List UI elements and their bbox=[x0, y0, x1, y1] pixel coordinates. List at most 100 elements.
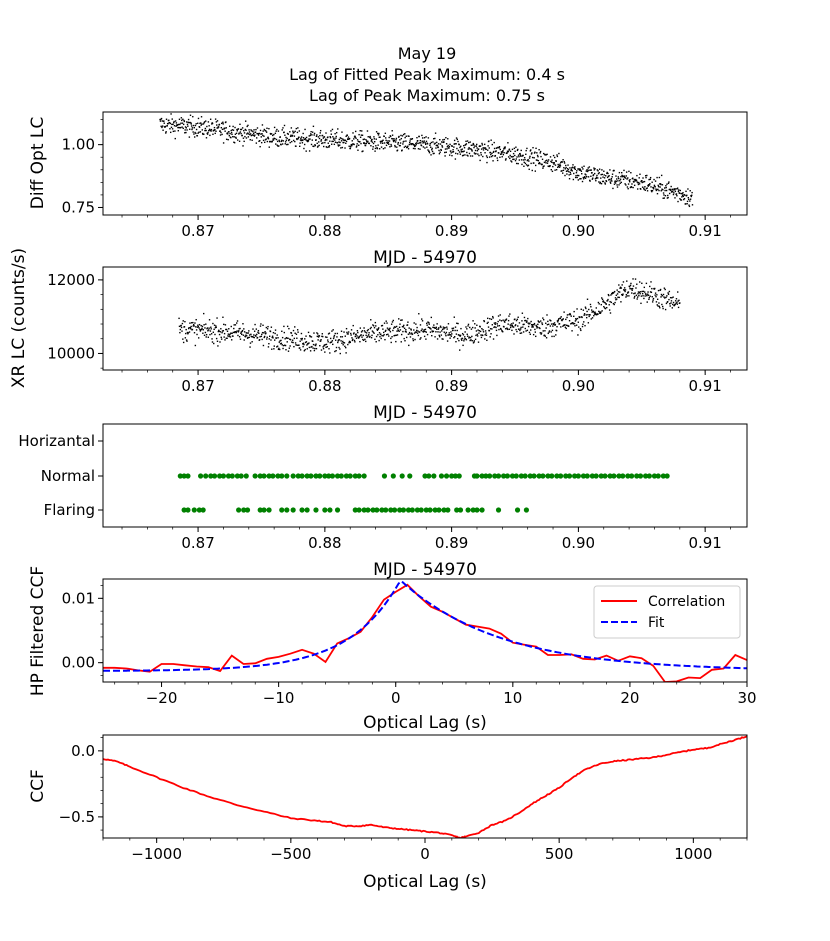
data-point bbox=[410, 332, 413, 334]
data-point bbox=[634, 180, 636, 182]
data-point bbox=[537, 155, 539, 158]
data-point bbox=[266, 127, 268, 129]
data-point bbox=[236, 128, 238, 131]
data-point bbox=[432, 141, 434, 143]
data-point bbox=[462, 334, 465, 336]
data-point bbox=[476, 147, 478, 149]
data-point bbox=[553, 322, 556, 324]
data-point bbox=[225, 127, 227, 129]
data-point bbox=[291, 134, 294, 137]
data-point bbox=[595, 179, 597, 182]
data-point bbox=[198, 126, 201, 128]
normal-state-point bbox=[620, 473, 626, 479]
data-point bbox=[316, 134, 318, 136]
data-point bbox=[621, 284, 623, 286]
data-point bbox=[550, 320, 552, 322]
data-point bbox=[485, 332, 487, 334]
data-point bbox=[285, 136, 287, 139]
data-point bbox=[667, 182, 670, 185]
data-point bbox=[466, 335, 469, 337]
data-point bbox=[246, 132, 249, 134]
data-point bbox=[400, 341, 402, 343]
flaring-state-point bbox=[454, 507, 460, 513]
data-point bbox=[410, 328, 412, 330]
data-point bbox=[647, 185, 650, 187]
data-point bbox=[481, 144, 484, 146]
data-point bbox=[220, 328, 222, 330]
data-point bbox=[309, 134, 312, 137]
data-point bbox=[539, 152, 541, 154]
data-point bbox=[322, 346, 324, 348]
data-point bbox=[546, 159, 548, 162]
data-point bbox=[191, 128, 193, 131]
data-point bbox=[307, 139, 310, 142]
data-point bbox=[491, 155, 494, 157]
data-point bbox=[651, 189, 654, 192]
data-point bbox=[544, 160, 547, 162]
data-point bbox=[617, 291, 620, 293]
data-point bbox=[318, 335, 321, 337]
data-point bbox=[498, 146, 501, 148]
data-point bbox=[344, 147, 346, 149]
data-point bbox=[222, 316, 224, 318]
data-point bbox=[496, 147, 498, 149]
data-point bbox=[654, 180, 657, 182]
data-point bbox=[373, 136, 375, 138]
data-point bbox=[495, 329, 498, 332]
data-point bbox=[180, 122, 182, 124]
data-point bbox=[677, 306, 680, 309]
data-point bbox=[235, 137, 237, 139]
data-point bbox=[477, 148, 480, 150]
data-point bbox=[571, 330, 573, 332]
data-point bbox=[573, 322, 576, 325]
flaring-state-point bbox=[383, 507, 389, 513]
normal-state-point bbox=[252, 473, 258, 479]
data-point bbox=[526, 165, 529, 167]
x-tick-label: 0.87 bbox=[181, 222, 214, 240]
data-point bbox=[635, 178, 637, 181]
data-point bbox=[469, 336, 472, 339]
data-point bbox=[357, 149, 359, 151]
data-point bbox=[433, 327, 436, 329]
data-point bbox=[249, 346, 251, 348]
data-point bbox=[659, 183, 661, 185]
data-point bbox=[162, 125, 164, 127]
data-point bbox=[557, 163, 559, 166]
data-point bbox=[382, 139, 384, 141]
data-point bbox=[435, 326, 438, 329]
data-point bbox=[245, 334, 247, 336]
data-point bbox=[577, 179, 580, 181]
data-point bbox=[649, 178, 651, 181]
normal-state-point bbox=[381, 473, 388, 479]
data-point bbox=[181, 322, 184, 325]
data-point bbox=[428, 151, 431, 154]
data-point bbox=[653, 184, 656, 187]
data-point bbox=[175, 122, 178, 124]
data-point bbox=[352, 324, 354, 327]
data-point bbox=[591, 317, 594, 319]
data-point bbox=[377, 327, 380, 329]
data-point bbox=[262, 344, 265, 347]
data-point bbox=[519, 329, 521, 332]
data-point bbox=[574, 176, 577, 179]
data-point bbox=[377, 144, 379, 146]
data-point bbox=[255, 128, 257, 131]
normal-state-point bbox=[208, 473, 214, 479]
data-point bbox=[379, 336, 381, 338]
data-point bbox=[308, 346, 311, 349]
data-point bbox=[515, 158, 517, 160]
data-point bbox=[283, 124, 286, 127]
data-point bbox=[503, 148, 505, 150]
data-point bbox=[370, 336, 373, 339]
data-point bbox=[461, 332, 464, 335]
data-point bbox=[204, 331, 207, 334]
data-point bbox=[491, 143, 493, 146]
data-point bbox=[467, 155, 469, 157]
data-point bbox=[574, 168, 576, 171]
data-point bbox=[622, 175, 624, 178]
data-point bbox=[423, 329, 425, 331]
data-point bbox=[668, 181, 670, 183]
data-point bbox=[321, 134, 324, 137]
data-point bbox=[426, 324, 428, 326]
data-point bbox=[689, 198, 692, 200]
